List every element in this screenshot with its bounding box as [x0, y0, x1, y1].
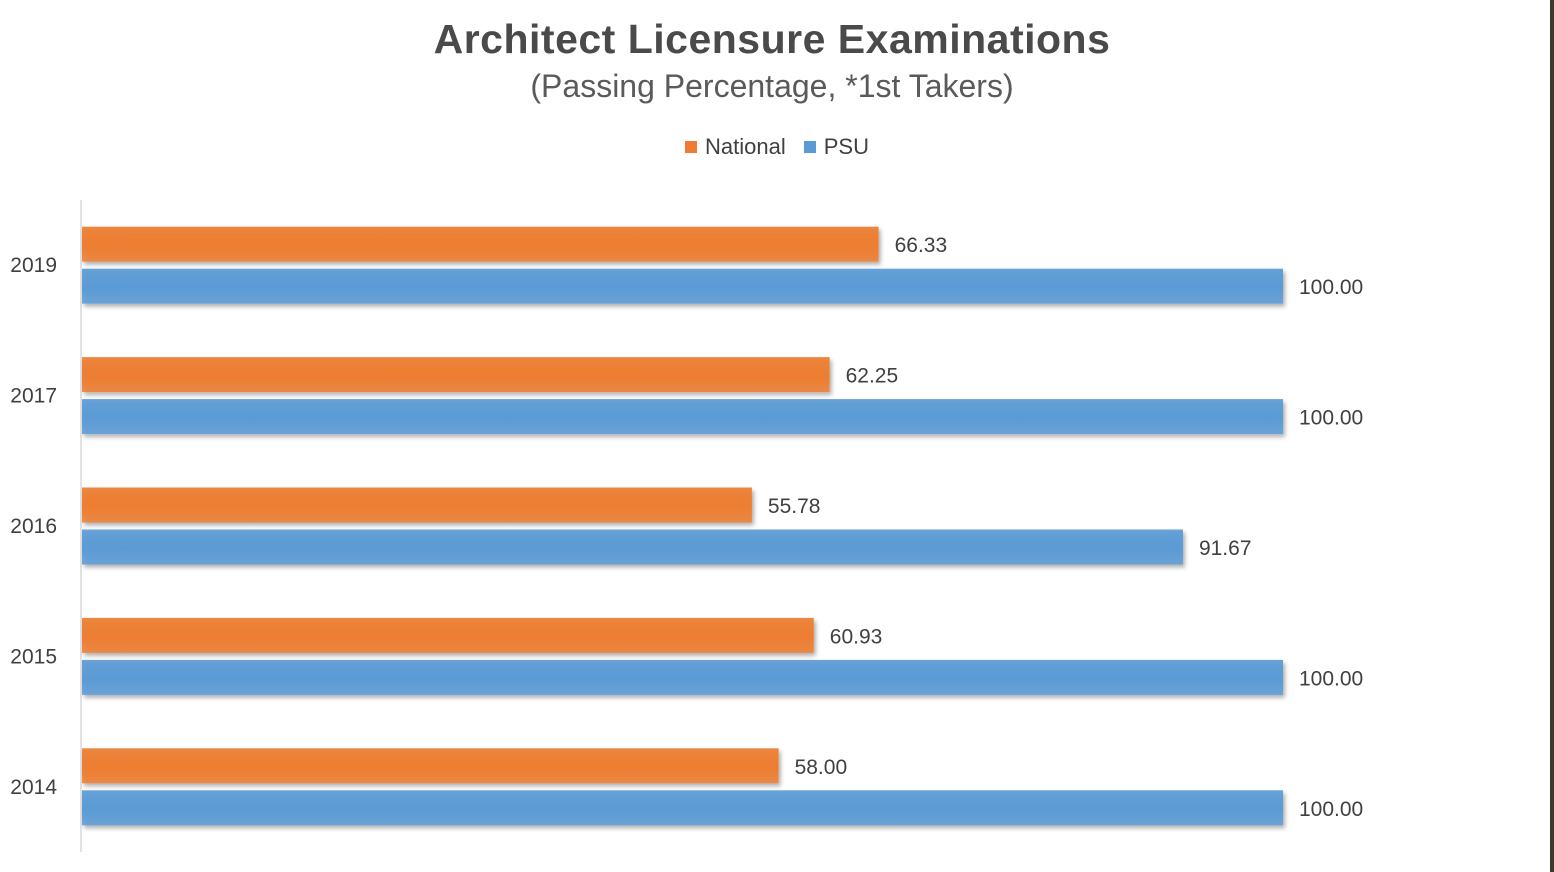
y-tick-label-2016: 2016	[10, 515, 57, 538]
frame-border	[1550, 0, 1554, 872]
data-label-psu-2015: 100.00	[1299, 667, 1363, 690]
legend-item-national: National	[685, 134, 786, 160]
bar-psu-2017	[82, 399, 1283, 435]
y-tick-label-2019: 2019	[10, 254, 57, 277]
bar-national-2014	[82, 748, 779, 784]
bar-psu-2014	[82, 790, 1283, 826]
data-label-national-2017: 62.25	[846, 365, 899, 388]
data-label-national-2019: 66.33	[895, 234, 948, 257]
legend-label-national: National	[705, 134, 786, 159]
y-tick-label-2017: 2017	[10, 385, 57, 408]
legend-swatch-national	[685, 141, 698, 153]
data-label-psu-2019: 100.00	[1299, 276, 1363, 299]
legend: National PSU	[0, 134, 1554, 160]
data-label-national-2014: 58.00	[795, 756, 848, 779]
data-label-national-2016: 55.78	[768, 495, 821, 518]
bar-national-2016	[82, 487, 752, 523]
bar-national-2017	[82, 357, 830, 393]
data-label-psu-2014: 100.00	[1299, 798, 1363, 821]
chart-subtitle: (Passing Percentage, *1st Takers)	[530, 68, 1014, 104]
y-tick-label-2014: 2014	[10, 776, 57, 799]
bar-national-2019	[82, 226, 879, 262]
bar-psu-2015	[82, 659, 1283, 695]
bar-national-2015	[82, 617, 814, 653]
data-label-psu-2017: 100.00	[1299, 407, 1363, 430]
legend-label-psu: PSU	[823, 134, 869, 159]
chart-title: Architect Licensure Examinations	[433, 16, 1111, 62]
data-label-psu-2016: 91.67	[1199, 537, 1252, 560]
y-tick-label-2015: 2015	[10, 645, 57, 668]
bar-psu-2019	[82, 268, 1283, 304]
bar-psu-2016	[82, 529, 1183, 565]
data-label-national-2015: 60.93	[830, 625, 883, 648]
legend-item-psu: PSU	[803, 134, 869, 160]
legend-swatch-psu	[803, 141, 816, 153]
